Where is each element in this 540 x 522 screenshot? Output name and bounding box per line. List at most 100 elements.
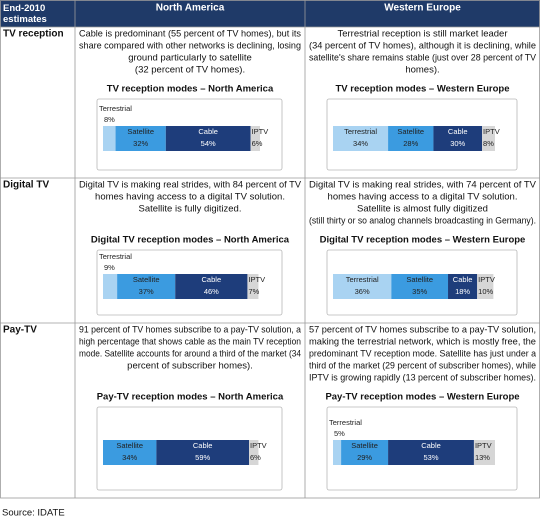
chart-title: TV reception modes – Western Europe [335,84,509,95]
segment-value: 37% [139,287,154,296]
segment-value: 53% [424,453,439,462]
segment-value: 46% [204,287,219,296]
row-label: TV reception [3,29,64,40]
segment-name: Cable [448,127,468,136]
bar-segment [103,274,118,299]
segment-name: Satellite [351,441,378,450]
segment-name: Satellite [406,275,433,284]
segment-name: Cable [193,441,213,450]
segment-value: 10% [478,287,493,296]
bar-segment [333,126,389,151]
segment-name: Cable [202,275,222,284]
description-line: (still thirty or so analog channels broa… [309,216,536,227]
segment-name: Satellite [397,127,424,136]
segment-name: Terrestrial [346,275,379,284]
segment-value: 28% [403,139,418,148]
source-note: Source: IDATE [2,508,65,519]
description-line: Satellite is fully digitized. [139,204,242,215]
bar-segment [473,440,495,465]
segment-value: 32% [133,139,148,148]
segment-name: IPTV [478,275,495,284]
segment-value: 29% [357,453,372,462]
bar-segment [477,274,494,299]
chart-title: Digital TV reception modes – Western Eur… [320,235,526,246]
bar-segment [391,274,449,299]
description-line: satellite's share remains stable (just o… [309,53,537,64]
bar-segment [103,440,157,465]
description-line: 91 percent of TV homes subscribe to a pa… [79,325,302,336]
bar-segment [341,440,389,465]
segment-name: Cable [421,441,441,450]
segment-value: 59% [195,453,210,462]
segment-name: IPTV [250,441,267,450]
description-line: high percentage that shows cable as the … [79,337,301,348]
segment-name: IPTV [248,275,265,284]
segment-value: 7% [248,287,259,296]
segment-name: Terrestrial [99,252,132,261]
segment-value: 34% [353,139,368,148]
description-line: (32 percent of TV homes). [135,65,245,76]
description-line: homes having access to a digital TV solu… [95,192,285,203]
bar-segment [388,440,474,465]
segment-name: Terrestrial [344,127,377,136]
description-line: share compared with other networks is de… [79,41,301,52]
bar-segment [250,126,260,151]
description-line: Cable is predominant (55 percent of TV h… [79,29,301,40]
description-line: homes). [405,65,439,76]
segment-name: Cable [453,275,473,284]
row-label: Pay-TV [3,325,37,336]
description-line: Digital TV is making real strides, with … [79,180,302,191]
bar-segment [388,126,434,151]
segment-value: 54% [201,139,216,148]
segment-name: Terrestrial [99,104,132,113]
bar-segment [249,440,259,465]
chart-title: Pay-TV reception modes – North America [97,392,284,403]
bar-segment [333,440,342,465]
segment-value: 13% [475,453,490,462]
segment-value: 6% [250,453,261,462]
header-cell: End-2010 estimates [3,3,48,25]
description-line: Digital TV is making real strides, with … [309,180,537,191]
bar-segment [115,126,166,151]
segment-name: Satellite [127,127,154,136]
segment-value: 5% [334,429,345,438]
segment-value: 8% [104,115,115,124]
segment-name: IPTV [252,127,269,136]
segment-name: IPTV [483,127,500,136]
bar-segment [433,126,483,151]
bar-segment [333,274,392,299]
description-line: homes having access to a digital TV solu… [328,192,518,203]
bar-segment [156,440,250,465]
segment-value: 18% [455,287,470,296]
segment-name: IPTV [475,441,492,450]
segment-value: 9% [104,263,115,272]
description-line: 57 percent of TV homes subscribe to a pa… [309,325,536,336]
description-line: IPTV is growing rapidly (13 percent of s… [309,373,536,384]
segment-value: 30% [450,139,465,148]
bar-segment [482,126,495,151]
segment-value: 6% [252,139,263,148]
bar-segment [448,274,478,299]
description-line: predominant TV reception mode. Satellite… [309,349,537,360]
chart-title: Digital TV reception modes – North Ameri… [91,235,290,246]
description-line: making the terrestrial network, which is… [309,337,536,348]
chart-title: TV reception modes – North America [107,84,274,95]
description-line: percent of subscriber homes). [127,361,253,372]
segment-value: 8% [483,139,494,148]
description-line: mode. Satellite accounts for around a th… [79,349,301,360]
segment-value: 35% [412,287,427,296]
description-line: third of the market (29 percent of subsc… [309,361,536,372]
row-label: Digital TV [3,180,49,191]
chart-title: Pay-TV reception modes – Western Europe [325,392,519,403]
bar-segment [103,126,116,151]
description-line: ground particularly to satellite [128,53,252,64]
description-line: Satellite is almost fully digitized [357,204,488,215]
segment-name: Satellite [133,275,160,284]
segment-value: 36% [355,287,370,296]
bar-segment [117,274,176,299]
segment-name: Cable [198,127,218,136]
header-bg [0,0,540,27]
segment-value: 34% [122,453,137,462]
